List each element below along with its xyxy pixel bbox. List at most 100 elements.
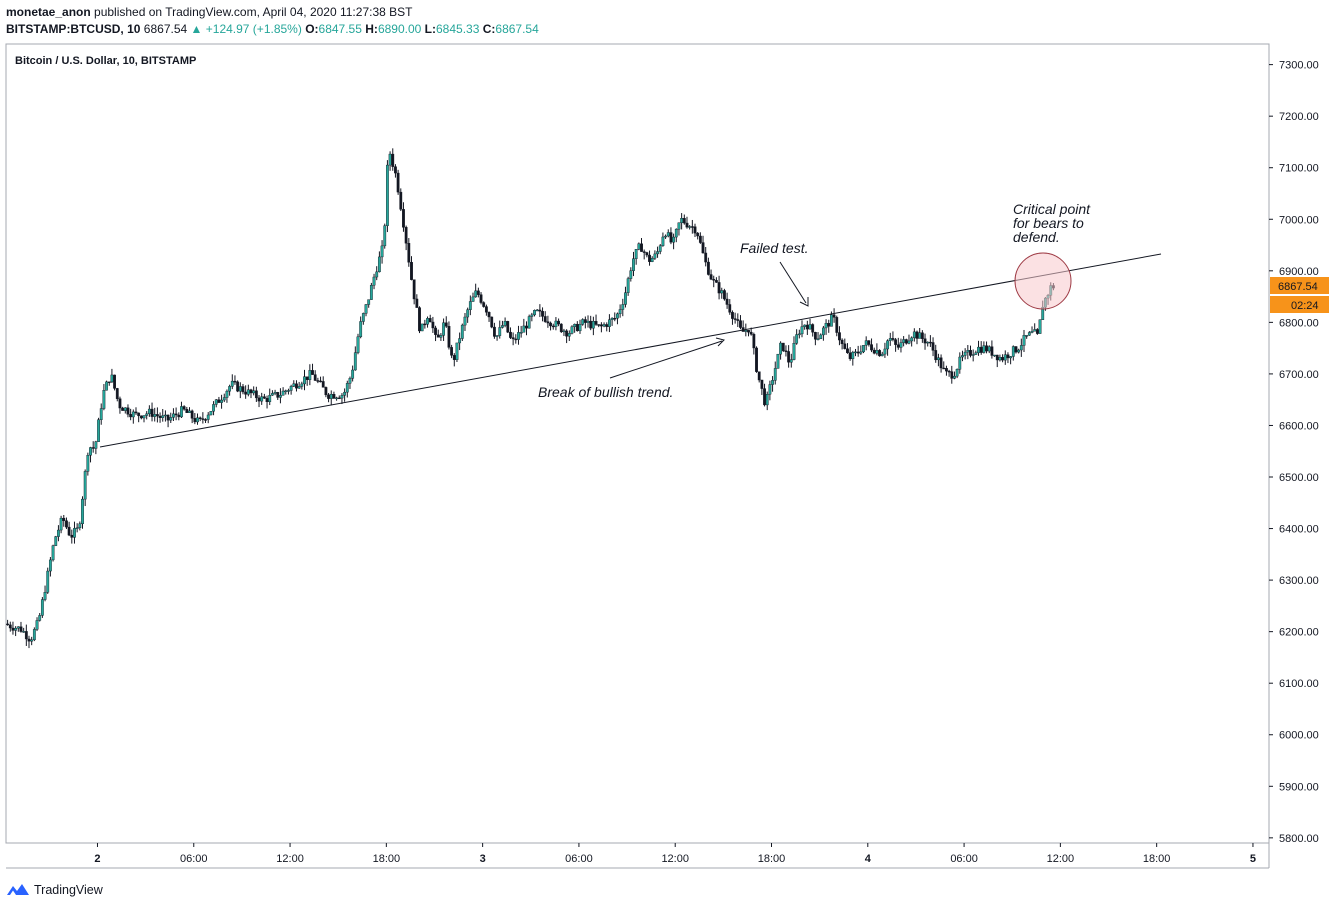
candle-body <box>926 341 930 344</box>
candle-body <box>436 334 440 338</box>
candle-body <box>396 172 400 193</box>
candle-body <box>123 407 127 411</box>
candle-body <box>747 330 750 333</box>
annotation-critical-3[interactable]: defend. <box>1013 229 1060 245</box>
trend-line[interactable] <box>99 253 1162 448</box>
price-tick-label: 6600.00 <box>1279 420 1319 432</box>
candle-body <box>835 317 839 333</box>
candle-body <box>273 392 277 394</box>
candle-body <box>476 290 480 295</box>
candle-body <box>680 218 684 224</box>
candle-body <box>434 327 437 335</box>
candle-body <box>733 318 737 320</box>
candle-body <box>372 276 376 286</box>
high-label: H: <box>365 22 378 36</box>
candle-body <box>238 386 242 392</box>
candle-body <box>514 338 518 341</box>
candle-body <box>517 332 520 340</box>
candle-body <box>923 338 927 344</box>
candle-body <box>912 331 916 339</box>
candle-body <box>353 352 357 371</box>
candle-body <box>442 322 445 336</box>
candle-body <box>97 419 100 442</box>
tradingview-logo-icon[interactable] <box>6 883 30 897</box>
candle-body <box>570 326 574 334</box>
candle-body <box>581 319 585 325</box>
candle-body <box>70 534 74 538</box>
annotation-critical-1[interactable]: Critical point <box>1013 201 1091 217</box>
candle-body <box>725 298 729 305</box>
candle-body <box>937 357 940 361</box>
candle-body <box>324 387 328 396</box>
annotation-failed-test[interactable]: Failed test. <box>740 240 808 256</box>
candle-body <box>444 322 448 327</box>
candle-body <box>551 325 555 328</box>
candle-body <box>832 314 836 318</box>
candle-body <box>800 326 804 335</box>
open-label: O: <box>305 22 319 36</box>
candle-body <box>685 222 689 228</box>
candle-body <box>377 256 381 273</box>
candle-body <box>846 348 849 354</box>
candle-body <box>415 298 419 308</box>
candle-body <box>99 408 103 420</box>
candle-body <box>859 351 863 354</box>
candle-body <box>150 408 154 417</box>
author-name[interactable]: monetae_anon <box>6 5 91 19</box>
candle-body <box>369 285 373 300</box>
candle-body <box>262 396 266 399</box>
high-value: 6890.00 <box>377 22 422 36</box>
price-tick-label: 6700.00 <box>1279 369 1319 381</box>
candle-body <box>824 323 828 329</box>
candle-body <box>1001 357 1004 361</box>
candle-body <box>669 232 673 243</box>
candle-body <box>174 413 178 416</box>
candle-body <box>300 383 304 387</box>
candle-body <box>134 411 138 414</box>
candle-body <box>490 316 494 328</box>
candle-body <box>351 369 355 379</box>
time-axis[interactable]: 2 06:00 12:00 18:00 3 06:00 12:00 18:00 4 06:00 12… <box>94 843 1256 865</box>
candle-body <box>902 339 906 343</box>
candle-body <box>201 418 205 420</box>
candle-body <box>81 498 84 525</box>
candle-body <box>102 390 106 409</box>
time-tick-label: 18:00 <box>1143 853 1171 865</box>
candle-body <box>910 337 914 342</box>
candle-body <box>407 243 411 263</box>
candle-body <box>495 335 499 337</box>
annotation-break[interactable]: Break of bullish trend. <box>538 384 673 400</box>
candle-body <box>533 310 536 316</box>
price-axis[interactable]: 7300.00 7200.00 7100.00 7000.00 6900.00 6800.… <box>1269 60 1319 845</box>
candle-body <box>803 324 807 327</box>
candle-body <box>856 351 860 354</box>
candle-body <box>121 407 125 411</box>
candle-body <box>145 413 149 416</box>
failed-test-arrow-head <box>799 297 809 307</box>
candle-body <box>196 417 199 423</box>
candle-body <box>608 319 611 327</box>
candle-body <box>904 339 908 344</box>
footer-brand[interactable]: TradingView <box>34 883 103 897</box>
price-chart[interactable]: Bitcoin / U.S. Dollar, 10, BITSTAMP 7300… <box>0 0 1337 878</box>
time-tick-label: 2 <box>94 853 100 865</box>
candle-body <box>805 324 809 330</box>
price-tick-label: 6100.00 <box>1279 678 1319 690</box>
candle-body <box>46 570 50 593</box>
time-tick-label: 06:00 <box>180 853 208 865</box>
candle-body <box>190 410 194 419</box>
candle-body <box>404 227 408 244</box>
candle-body <box>870 344 873 351</box>
candle-body <box>934 350 938 361</box>
candle-body <box>447 326 451 348</box>
candle-body <box>624 292 627 305</box>
candle-body <box>864 340 868 346</box>
annotation-critical-2[interactable]: for bears to <box>1013 215 1084 231</box>
critical-point-circle[interactable] <box>1014 252 1072 310</box>
candle-body <box>773 368 777 381</box>
candle-body <box>383 225 387 247</box>
candle-body <box>35 620 39 630</box>
candle-body <box>749 331 753 335</box>
candle-body <box>292 383 296 387</box>
candle-body <box>642 251 646 253</box>
